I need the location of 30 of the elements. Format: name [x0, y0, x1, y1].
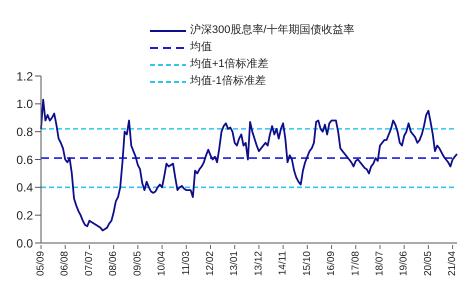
x-tick-label: 06/08 [60, 250, 71, 276]
x-tick-label: 10/04 [156, 250, 168, 276]
y-tick-label: 0.2 [16, 208, 34, 222]
x-tick-label: 05/09 [36, 250, 46, 276]
x-tick-label: 13/01 [229, 250, 240, 276]
x-tick-label: 13/12 [253, 250, 264, 276]
y-tick-label: 0.6 [16, 152, 34, 167]
line-series [40, 98, 458, 232]
x-tick-label: 07/07 [84, 250, 95, 276]
legend-label: 均值 [190, 40, 212, 55]
x-tick-label: 15/10 [302, 250, 313, 276]
legend-label: 沪深300股息率/十年期国债收益率 [190, 22, 354, 38]
x-tick-label: 11/03 [180, 250, 192, 276]
x-tick-label: 14/11 [278, 250, 289, 276]
y-tick-label: 0.0 [16, 236, 34, 250]
y-tick-label: 0.8 [16, 124, 34, 139]
x-tick-label: 18/07 [374, 250, 386, 276]
y-tick-label: 1.0 [16, 97, 34, 112]
x-tick-label: 09/05 [132, 250, 144, 276]
legend-label: 均值+1倍标准差 [190, 57, 269, 72]
x-tick-label: 20/05 [422, 250, 434, 276]
y-tick-label: 1.2 [16, 69, 34, 84]
x-tick-label: 19/06 [398, 250, 410, 276]
legend-label: 均值-1倍标准差 [190, 74, 266, 89]
x-tick-label: 08/06 [108, 250, 120, 276]
y-tick-label: 0.4 [16, 180, 34, 195]
x-tick-label: 17/08 [350, 250, 362, 276]
x-tick-label: 12/02 [204, 250, 216, 276]
x-tick-label: 21/04 [447, 250, 458, 276]
x-tick-label: 16/09 [326, 250, 338, 276]
